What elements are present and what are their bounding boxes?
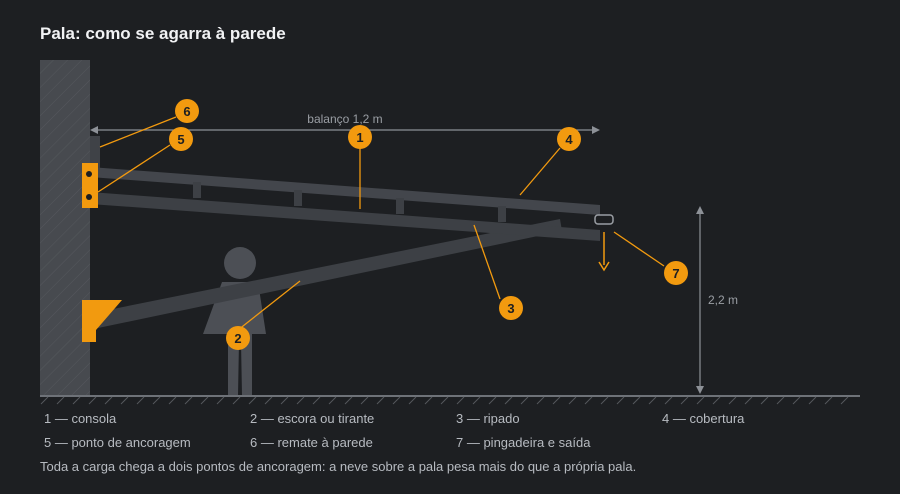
svg-text:6: 6 <box>183 104 190 119</box>
legend-item: 6 — remate à parede <box>250 435 373 450</box>
svg-text:4: 4 <box>565 132 573 147</box>
console-beam <box>90 192 600 241</box>
overhang-label: balanço 1,2 m <box>307 112 382 126</box>
person-silhouette <box>203 247 266 395</box>
footnote: Toda a carga chega a dois pontos de anco… <box>40 459 637 474</box>
legend-item: 1 — consola <box>44 411 117 426</box>
anchor-bracket-bottom <box>82 300 122 342</box>
roof-cover <box>90 167 600 215</box>
svg-text:2: 2 <box>234 331 241 346</box>
height-label: 2,2 m <box>708 293 738 307</box>
marker-7: 7 <box>664 261 688 285</box>
wall <box>40 60 90 396</box>
anchor-plate-top <box>82 163 98 208</box>
marker-3: 3 <box>499 296 523 320</box>
svg-text:1: 1 <box>356 130 363 145</box>
marker-6: 6 <box>175 99 199 123</box>
ground <box>40 395 860 405</box>
legend-item: 4 — cobertura <box>662 411 745 426</box>
legend-item: 5 — ponto de ancoragem <box>44 435 191 450</box>
leader-lines <box>97 116 665 331</box>
marker-5: 5 <box>169 127 193 151</box>
marker-4: 4 <box>557 127 581 151</box>
marker-1: 1 <box>348 125 372 149</box>
legend-item: 2 — escora ou tirante <box>250 411 375 426</box>
svg-text:7: 7 <box>672 266 679 281</box>
wall-flashing <box>90 136 100 168</box>
battens <box>193 182 506 222</box>
height-dimension: 2,2 m <box>696 206 738 394</box>
svg-text:5: 5 <box>177 132 184 147</box>
strut <box>98 219 562 328</box>
drip-edge <box>594 214 614 272</box>
diagram-title: Pala: como se agarra à parede <box>40 24 286 43</box>
overhang-dimension: balanço 1,2 m <box>90 112 600 134</box>
marker-2: 2 <box>226 326 250 350</box>
svg-text:3: 3 <box>507 301 514 316</box>
legend-item: 7 — pingadeira e saída <box>456 435 591 450</box>
legend-item: 3 — ripado <box>456 411 520 426</box>
